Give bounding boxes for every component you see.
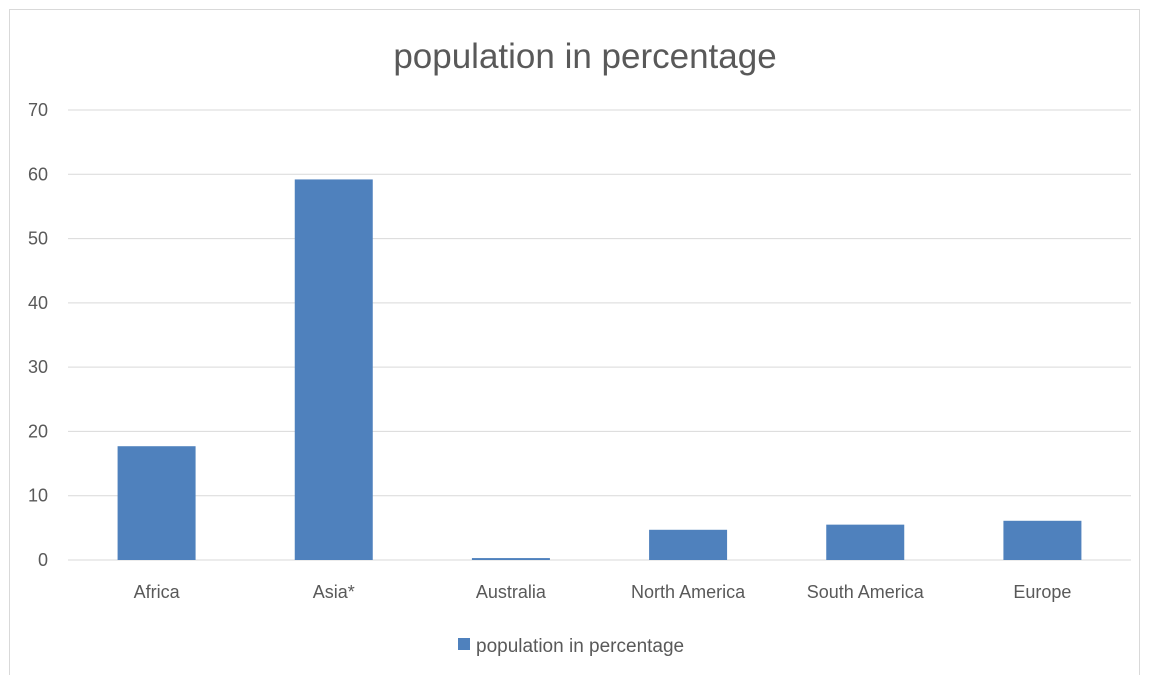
bar <box>649 529 728 560</box>
gridlines <box>68 109 1131 561</box>
x-tick-label: Europe <box>1013 582 1071 602</box>
legend-label: population in percentage <box>476 636 684 657</box>
bar <box>117 446 196 560</box>
y-tick-label: 30 <box>28 357 48 377</box>
x-tick-label: North America <box>631 582 746 602</box>
chart-title: population in percentage <box>393 37 776 76</box>
x-tick-label: Australia <box>476 582 547 602</box>
y-tick-label: 10 <box>28 486 48 506</box>
x-tick-label: South America <box>807 582 925 602</box>
x-tick-label: Africa <box>134 582 181 602</box>
bar <box>471 558 550 560</box>
y-tick-label: 0 <box>38 550 48 570</box>
y-tick-label: 20 <box>28 421 48 441</box>
y-tick-label: 60 <box>28 164 48 184</box>
legend: population in percentage <box>458 636 684 657</box>
y-tick-label: 50 <box>28 229 48 249</box>
y-tick-label: 40 <box>28 293 48 313</box>
bar <box>1003 520 1082 560</box>
x-tick-label: Asia* <box>313 582 355 602</box>
chart-frame <box>9 9 1140 675</box>
legend-swatch <box>458 638 470 650</box>
y-tick-label: 70 <box>28 100 48 120</box>
x-axis-tick-labels: Africa Asia* Australia North America South A… <box>134 582 1072 602</box>
bar <box>826 524 905 560</box>
bar <box>294 179 373 560</box>
y-axis-tick-labels: 0 10 20 30 40 50 60 70 <box>28 100 48 570</box>
bars <box>117 179 1082 560</box>
